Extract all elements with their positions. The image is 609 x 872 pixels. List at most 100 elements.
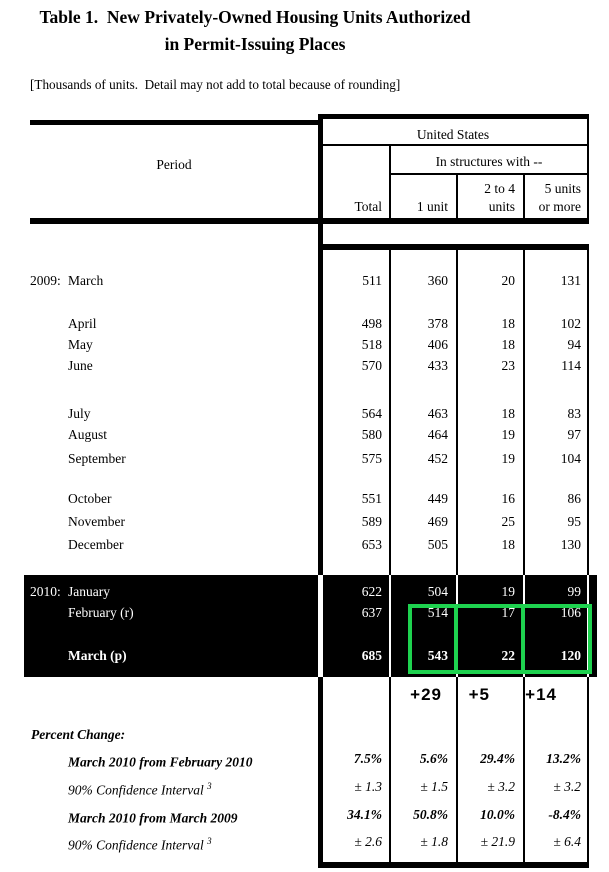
month-label: October [68, 491, 112, 506]
table-row: 2009: March 511 360 20 131 [0, 273, 609, 289]
green-highlight-box [408, 604, 592, 674]
cell-1unit: 406 [427, 337, 448, 352]
table-row: October 551 449 16 86 [0, 491, 609, 507]
cell-2to4: 23 [501, 358, 516, 373]
month-label: September [68, 451, 126, 466]
cell-1unit: 360 [427, 273, 448, 288]
cell-5plus: 86 [567, 491, 582, 506]
table-row: November 589 469 25 95 [0, 514, 609, 530]
column-header-united-states: United States [416, 127, 490, 142]
cell-5plus: 97 [567, 427, 582, 442]
change-row: +29 +5 +14 [0, 684, 609, 706]
month-label: March [68, 273, 104, 288]
year-label: 2010: [30, 584, 61, 599]
cell-5plus: -8.4% [548, 807, 581, 822]
change-1unit: +29 [410, 685, 442, 704]
cell-5plus: 99 [567, 584, 582, 599]
cell-1unit: 514 [427, 605, 448, 620]
grid-line [389, 575, 391, 677]
grid-line [523, 173, 525, 218]
change-2to4: +5 [468, 685, 490, 704]
grid-line [389, 173, 589, 175]
grid-line [389, 146, 391, 218]
percent-row: 90% Confidence Interval 3 ± 1.3 ± 1.5 ± … [0, 778, 609, 798]
cell-1unit: 463 [427, 406, 448, 421]
cell-1unit: 469 [427, 514, 448, 529]
cell-5plus: 106 [560, 605, 581, 620]
percent-row-label: March 2010 from February 2010 [68, 754, 253, 770]
grid-line [30, 120, 318, 125]
cell-total: 511 [362, 273, 382, 288]
cell-5plus: 102 [560, 316, 581, 331]
table-title-line2: in Permit-Issuing Places [164, 34, 346, 54]
column-header-1unit: 1 unit [416, 199, 448, 214]
cell-5plus: 130 [560, 537, 581, 552]
cell-total: 622 [361, 584, 382, 599]
cell-total: 653 [361, 537, 382, 552]
table-row: 2010: January 622 504 19 99 [0, 583, 609, 600]
month-label: January [68, 584, 110, 599]
cell-total: 575 [361, 451, 382, 466]
cell-5plus: 104 [560, 451, 581, 466]
cell-1unit: 504 [427, 584, 448, 599]
grid-line [318, 244, 589, 250]
cell-5plus: ± 6.4 [553, 834, 581, 849]
cell-total: 580 [361, 427, 382, 442]
percent-row-label: 90% Confidence Interval 3 [68, 781, 212, 798]
percent-row: March 2010 from March 2009 34.1% 50.8% 1… [0, 806, 609, 826]
table-title-line1: Table 1. New Privately-Owned Housing Uni… [39, 7, 471, 27]
cell-5plus: 120 [560, 648, 581, 663]
cell-1unit: 449 [427, 491, 448, 506]
grid-line [456, 173, 458, 218]
cell-2to4: 19 [501, 427, 516, 442]
cell-2to4: 18 [501, 316, 516, 331]
cell-5plus: 94 [567, 337, 582, 352]
month-label: June [68, 358, 93, 373]
cell-5plus: 13.2% [546, 751, 581, 766]
cell-total: 498 [361, 316, 382, 331]
cell-total: ± 1.3 [354, 779, 382, 794]
cell-2to4: 16 [501, 491, 516, 506]
grid-line [389, 244, 391, 862]
cell-2to4: ± 3.2 [487, 779, 515, 794]
table-row: August 580 464 19 97 [0, 427, 609, 443]
grid-line [318, 862, 589, 868]
green-highlight-divider [521, 604, 525, 674]
cell-2to4: 18 [501, 537, 516, 552]
change-5plus: +14 [525, 685, 557, 704]
cell-5plus: 83 [567, 406, 582, 421]
cell-2to4: 19 [501, 584, 516, 599]
cell-2to4: 20 [501, 273, 516, 288]
cell-total: 7.5% [353, 751, 382, 766]
table-row: February (r) 637 514 17 106 [0, 604, 609, 621]
cell-1unit: 505 [427, 537, 448, 552]
table-row: June 570 433 23 114 [0, 358, 609, 374]
cell-2to4: ± 21.9 [480, 834, 515, 849]
green-highlight-divider [454, 604, 458, 674]
cell-total: 34.1% [347, 807, 382, 822]
cell-total: 570 [361, 358, 382, 373]
cell-5plus: ± 3.2 [553, 779, 581, 794]
cell-2to4: 10.0% [480, 807, 515, 822]
column-header-2to4-line2: units [488, 199, 515, 214]
grid-line [318, 114, 589, 119]
column-header-period: Period [156, 157, 192, 172]
cell-total: 637 [361, 605, 382, 620]
cell-2to4: 22 [501, 648, 516, 663]
cell-1unit: 5.6% [419, 751, 448, 766]
table-row: April 498 378 18 102 [0, 316, 609, 332]
cell-1unit: 433 [427, 358, 448, 373]
month-label: July [68, 406, 91, 421]
month-label: November [68, 514, 125, 529]
table-row: December 653 505 18 130 [0, 537, 609, 553]
cell-2to4: 17 [501, 605, 516, 620]
column-header-5plus-line2: or more [538, 199, 581, 214]
grid-line [587, 114, 589, 218]
cell-1unit: ± 1.5 [420, 779, 448, 794]
percent-row: March 2010 from February 2010 7.5% 5.6% … [0, 750, 609, 770]
percent-change-heading: Percent Change: [31, 727, 126, 742]
month-label: May [68, 337, 93, 352]
grid-line [587, 244, 589, 862]
column-header-in-structures: In structures with -- [435, 154, 543, 169]
cell-total: 685 [361, 648, 382, 663]
